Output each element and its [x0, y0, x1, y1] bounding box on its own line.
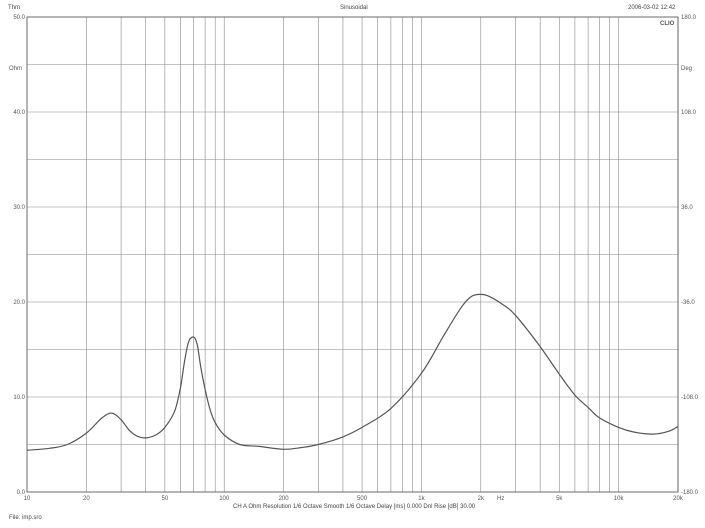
chart-title: Sinusoidal [340, 5, 368, 11]
x-tick-label: 1k [418, 496, 425, 502]
y2-tick-label: 36.0 [681, 205, 693, 211]
x-tick-label: 20k [673, 496, 684, 502]
y2-tick-label: 108.0 [681, 110, 697, 116]
x-tick-label: 10 [24, 496, 31, 502]
header-left-label: Thm [8, 5, 20, 11]
x-axis-unit-label: Hz [497, 496, 504, 502]
y-tick-label: 50.0 [13, 15, 25, 21]
x-tick-label: 100 [219, 496, 230, 502]
y2-tick-label: -108.0 [681, 395, 699, 401]
measurement-settings: CH A Ohm Resolution 1/6 Octave Smooth 1/… [233, 504, 476, 510]
y2-tick-label: -36.0 [681, 300, 695, 306]
x-tick-label: 20 [83, 496, 90, 502]
x-axis-ticks: 10 20 50 100 200 500 1k 2k 5k 10k 20k [24, 496, 684, 502]
x-tick-label: 5k [556, 496, 563, 502]
y-tick-label: 20.0 [13, 300, 25, 306]
y2-tick-label: 180.0 [681, 15, 697, 21]
plot-frame [26, 16, 679, 493]
impedance-curve [26, 293, 679, 451]
y-tick-label: 30.0 [13, 205, 25, 211]
timestamp: 2006-03-02 12:42 [628, 5, 676, 11]
x-tick-label: 10k [614, 496, 625, 502]
y-axis-label: Ohm [9, 66, 22, 72]
x-tick-label: 2k [478, 496, 485, 502]
y-tick-label: 10.0 [13, 395, 25, 401]
clio-logo: CLIO [660, 21, 675, 27]
y-tick-label: 0.0 [17, 490, 26, 496]
y-axis-ticks: 0.0 10.0 20.0 30.0 40.0 50.0 [13, 15, 25, 496]
x-tick-label: 200 [279, 496, 290, 502]
y2-axis-label: Deg [681, 66, 692, 72]
file-name: File: imp.sro [9, 515, 42, 521]
plot-grid [26, 16, 679, 493]
y2-tick-label: -180.0 [681, 490, 699, 496]
x-tick-label: 500 [357, 496, 368, 502]
y-tick-label: 40.0 [13, 110, 25, 116]
x-tick-label: 50 [162, 496, 169, 502]
y2-axis-ticks: -180.0 -108.0 -36.0 36.0 108.0 180.0 [681, 15, 699, 496]
